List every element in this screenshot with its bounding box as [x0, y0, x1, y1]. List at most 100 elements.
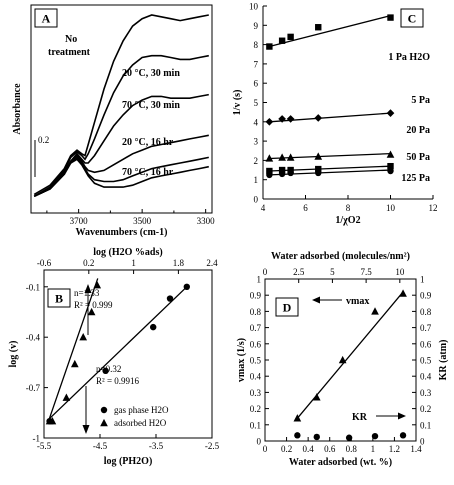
panel-d-y2-tick-label: 0.6	[420, 339, 432, 349]
panel-d-point	[294, 432, 301, 439]
panel-b-y-tick-label: -0.4	[26, 333, 41, 343]
panel-b-arrow-up-head	[84, 284, 92, 293]
panel-c-letter-box	[400, 8, 424, 28]
panel-b-point	[79, 333, 88, 341]
panel-c-point	[386, 150, 395, 158]
panel-b-legend-adsorbed: adsorbed H2O	[114, 418, 167, 428]
panel-c-series-label-2: 20 Pa	[406, 125, 430, 136]
panel-d-x2-tick-label: 5	[330, 267, 335, 277]
panel-a-x-tick-label: 3700	[70, 216, 89, 226]
panel-c-y-tick-label: 2	[254, 156, 259, 166]
panel-c-x-tick-label: 6	[303, 203, 308, 213]
panel-b-point	[62, 393, 71, 401]
panel-a-annotation-3: 20 °C, 16 hr	[122, 137, 174, 148]
panel-d-kr-arrow-head	[398, 412, 406, 420]
panel-c-fit-0	[269, 15, 391, 48]
panel-b-x2-tick-label: 0.2	[83, 258, 94, 268]
panel-c-series-label-4: 125 Pa	[401, 173, 430, 184]
panel-c-point	[266, 43, 273, 50]
panel-d-y-tick-label: 0.3	[250, 388, 262, 398]
panel-c-point	[315, 165, 322, 173]
panel-d-x2label: Water adsorbed (molecules/nm²)	[271, 251, 410, 262]
panel-b-x-tick-label: -4.5	[93, 441, 108, 451]
panel-d-xlabel: Water adsorbed (wt. %)	[289, 457, 392, 468]
panel-d-y-tick-label: 0.6	[250, 339, 262, 349]
panel-a-annotation-0: No treatment	[48, 34, 91, 58]
panel-c-y-tick-label: 3	[254, 137, 259, 147]
panel-b-point	[87, 307, 96, 316]
panel-c-y-tick-label: 4	[254, 117, 259, 127]
panel-d-x-tick-label: 1.2	[389, 444, 400, 454]
panel-d-ylabel: vmax (1/s)	[236, 338, 247, 382]
panel-d-kr-label: KR	[352, 412, 368, 423]
panel-b-point	[166, 295, 174, 302]
panel-a-scale-label: 0.2	[38, 135, 49, 145]
panel-b-y-tick-label: -1	[33, 434, 41, 444]
panel-b-point	[93, 280, 102, 289]
panel-d-y-tick-label: 0.5	[250, 356, 262, 366]
panel-b-r2-adsorbed: R² = 0.999	[74, 300, 113, 310]
panel-d-point	[312, 393, 321, 401]
panel-a-annotation-2: 70 °C, 30 min	[122, 100, 180, 111]
panel-c-x-tick-label: 10	[386, 203, 396, 213]
panel-d-y-tick-label: 0.9	[250, 291, 262, 301]
panel-d-y-tick-label: 0.2	[250, 404, 261, 414]
panel-a-spectrum-5	[33, 158, 209, 198]
panel-d-point	[371, 432, 379, 440]
panel-c-point	[286, 153, 295, 161]
panel-b-legend-marker-triangle	[100, 418, 108, 427]
panel-c-y-tick-label: 0	[254, 195, 259, 205]
panel-d-point	[293, 414, 302, 422]
panel-b-n-adsorbed: n=1.33	[74, 288, 100, 298]
panel-a-spectrum-3	[33, 134, 209, 198]
panel-c-x-tick-label: 4	[261, 203, 266, 213]
panel-d-y2-tick-label: 0	[420, 437, 425, 447]
panel-b-letter: B	[55, 292, 63, 306]
panel-b-arrow-down-head	[82, 425, 90, 434]
panel-d-x2-tick-label: 7.5	[360, 267, 372, 277]
panel-b-x2-tick-label: 1	[131, 258, 136, 268]
panel-c-y-tick-label: 7	[254, 59, 259, 69]
panel-c-point	[314, 114, 323, 122]
panel-d-x-tick-label: 0.4	[303, 444, 315, 454]
panel-d-y2-tick-label: 0.7	[420, 323, 432, 333]
panel-b-y-tick-label: -0.7	[26, 383, 41, 393]
panel-b-point	[183, 283, 190, 290]
panel-a-letter-box	[34, 8, 58, 28]
panel-a-annotation-1: 20 °C, 30 min	[122, 68, 180, 79]
panel-d-y2label: KR (atm)	[438, 340, 449, 381]
panel-d-vmax-arrow-head	[312, 296, 320, 304]
panel-d-y2-tick-label: 0.1	[420, 420, 431, 430]
panel-d-y2-tick-label: 0.8	[420, 307, 432, 317]
panel-c-y-tick-label: 10	[249, 2, 259, 12]
panel-b-x-tick-label: -3.5	[149, 441, 164, 451]
panel-d-x-tick-label: 0.8	[346, 444, 358, 454]
panel-d-x2-tick-label: 0	[263, 267, 268, 277]
panel-b-point	[102, 367, 109, 374]
panel-c-y-tick-label: 5	[254, 98, 259, 108]
panel-c-point	[265, 154, 274, 162]
panel-c-ylabel: 1/v (s)	[232, 90, 243, 116]
panel-b-x2-tick-label: -0.6	[37, 258, 52, 268]
panel-a-annotation-4: 70 °C, 16 hr	[122, 167, 174, 178]
panel-c-point	[278, 170, 286, 178]
panel-d-y-tick-label: 0.4	[250, 372, 262, 382]
panel-a-x-tick-label: 3300	[197, 216, 216, 226]
panel-c-fit-2	[269, 152, 391, 160]
panel-c-point	[266, 167, 273, 175]
panel-d-point	[399, 289, 407, 297]
panel-c-series-label-3: 50 Pa	[406, 152, 430, 163]
panel-d-x-tick-label: 0.2	[281, 444, 292, 454]
panel-d-x-tick-label: 0	[263, 444, 268, 454]
panel-d-x2-tick-label: 10	[395, 267, 405, 277]
panel-c-y-tick-label: 1	[254, 175, 259, 185]
panel-b-xlabel: log (PH2O)	[104, 456, 153, 467]
panel-c-y-tick-label: 8	[254, 40, 259, 50]
panel-d-x-tick-label: 1.4	[410, 444, 422, 454]
panel-b-x2label: log (H2O %ads)	[93, 247, 162, 258]
panel-c-point	[386, 109, 395, 117]
panel-c-point	[265, 117, 274, 126]
panel-b-point	[48, 417, 57, 425]
panel-c-series-label-0: 1 Pa H2O	[388, 52, 430, 63]
